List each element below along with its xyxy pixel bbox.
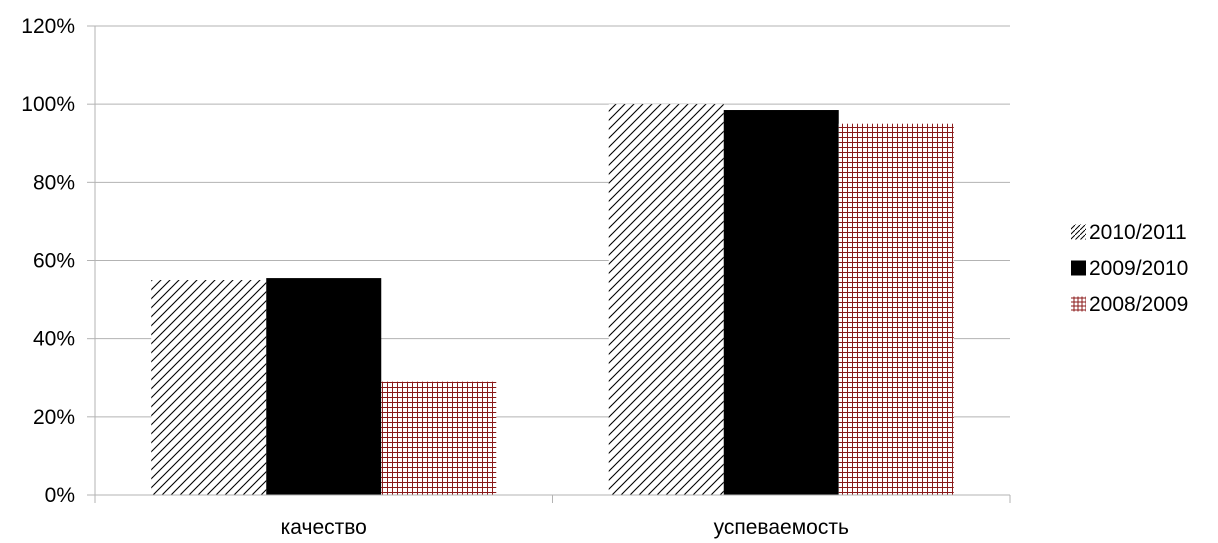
y-tick-label: 100% — [21, 93, 75, 116]
legend-label: 2008/2009 — [1089, 293, 1188, 316]
bar-2008-2009-0 — [381, 381, 497, 495]
legend: 2010/2011 2009/2010 2008/2009 — [1071, 221, 1188, 316]
x-category-label: успеваемость — [714, 516, 849, 539]
legend-swatch — [1071, 224, 1086, 240]
x-category-label: качество — [281, 516, 367, 539]
bar-2009-2010-1 — [723, 110, 839, 495]
legend-label: 2009/2010 — [1089, 257, 1188, 280]
bar-2009-2010-0 — [266, 278, 382, 495]
legend-swatch — [1071, 260, 1086, 276]
y-tick-label: 40% — [33, 328, 75, 351]
y-tick-label: 80% — [33, 171, 75, 194]
bars — [151, 104, 954, 496]
legend-swatch — [1071, 296, 1086, 312]
y-tick-label: 120% — [21, 15, 75, 38]
y-tick-label: 20% — [33, 406, 75, 429]
axes — [87, 25, 1011, 503]
bar-2008-2009-1 — [838, 123, 954, 495]
y-tick-label: 0% — [45, 484, 75, 507]
legend-label: 2010/2011 — [1089, 221, 1187, 244]
y-tick-label: 60% — [33, 250, 75, 273]
tick-labels: 0% 20% 40% 60% 80% 100% 120% качество успеваемос… — [21, 15, 849, 539]
bar-2010-2011-1 — [608, 104, 724, 496]
bar-2010-2011-0 — [151, 280, 267, 495]
